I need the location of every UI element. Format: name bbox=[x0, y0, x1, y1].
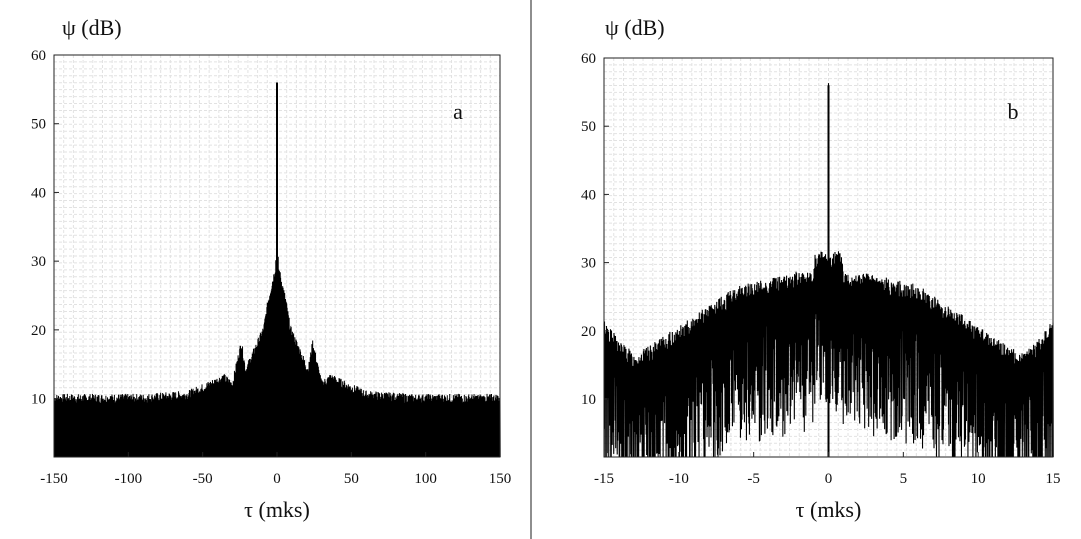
x-tick-label: -15 bbox=[594, 471, 614, 487]
x-tick-label: -150 bbox=[40, 471, 68, 487]
x-tick-label: 50 bbox=[344, 471, 359, 487]
x-tick-label: 15 bbox=[1046, 471, 1061, 487]
x-tick-label: -100 bbox=[115, 471, 143, 487]
panel-label: a bbox=[453, 99, 463, 124]
y-tick-label: 40 bbox=[581, 187, 596, 203]
x-axis-label: τ (mks) bbox=[796, 497, 862, 522]
x-tick-label: -50 bbox=[193, 471, 213, 487]
x-tick-label: -10 bbox=[669, 471, 689, 487]
x-tick-label: 5 bbox=[900, 471, 908, 487]
y-tick-label: 10 bbox=[31, 392, 46, 408]
x-tick-label: -5 bbox=[747, 471, 760, 487]
y-tick-label: 30 bbox=[581, 256, 596, 272]
series-trace bbox=[603, 83, 1054, 458]
y-axis-label: ψ (dB) bbox=[62, 15, 122, 40]
y-tick-label: 50 bbox=[31, 117, 46, 133]
y-tick-label: 20 bbox=[31, 323, 46, 339]
chart-panel-b: 10 20 30 40 50 60 -15 -10 -5 0 5 10 15 ψ (dB) τ (mks) b bbox=[581, 15, 1061, 522]
y-tick-label: 60 bbox=[581, 51, 596, 67]
chart-panel-a: 10 20 30 40 50 60 -150 -100 -50 0 50 100 150 ψ (dB) τ … bbox=[31, 15, 511, 522]
panel-label: b bbox=[1008, 99, 1019, 124]
x-tick-label: 0 bbox=[273, 471, 281, 487]
y-tick-label: 50 bbox=[581, 119, 596, 135]
y-tick-label: 30 bbox=[31, 254, 46, 270]
y-tick-label: 40 bbox=[31, 185, 46, 201]
x-axis-label: τ (mks) bbox=[244, 497, 310, 522]
y-axis-label: ψ (dB) bbox=[605, 15, 665, 40]
x-tick-label: 0 bbox=[825, 471, 833, 487]
y-tick-label: 60 bbox=[31, 48, 46, 64]
x-tick-label: 10 bbox=[971, 471, 986, 487]
x-tick-label: 150 bbox=[489, 471, 512, 487]
y-tick-label: 20 bbox=[581, 324, 596, 340]
x-tick-label: 100 bbox=[414, 471, 437, 487]
y-tick-label: 10 bbox=[581, 392, 596, 408]
